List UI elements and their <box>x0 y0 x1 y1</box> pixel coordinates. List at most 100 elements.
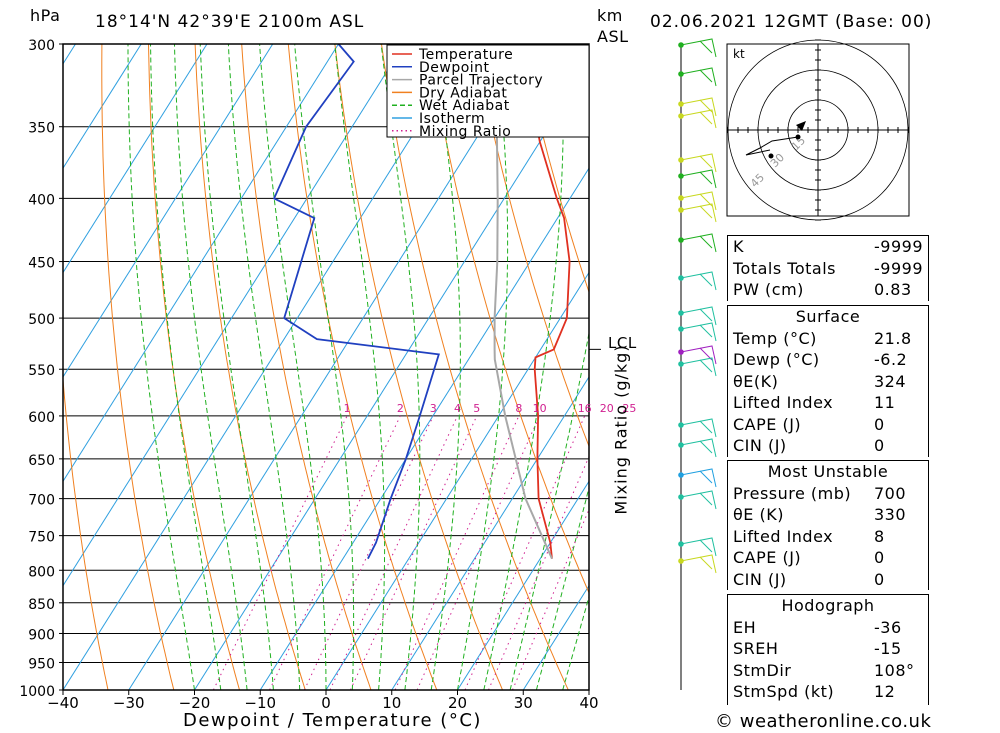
wind-barb <box>680 233 717 253</box>
parcel-trajectory-line <box>493 44 553 560</box>
pressure-tick-label: 500 <box>28 312 55 328</box>
dry-adiabat <box>334 44 503 690</box>
wind-barb-feather <box>699 155 713 169</box>
index-key: Dewp (°C) <box>733 350 820 369</box>
wet-adiabat <box>199 44 274 690</box>
wind-profile <box>678 38 717 690</box>
wet-adiabat <box>509 330 589 690</box>
isotherm-line <box>391 375 589 690</box>
temp-tick-label: 40 <box>579 694 598 712</box>
wind-barb-feather <box>699 470 713 484</box>
wet-adiabat <box>174 44 248 690</box>
index-value: 21.8 <box>874 328 912 348</box>
wind-barb-feather <box>699 205 713 219</box>
wind-barb <box>680 537 717 557</box>
wind-barb <box>680 322 717 342</box>
pressure-tick-label: 900 <box>28 627 55 643</box>
wet-adiabat <box>127 44 195 690</box>
index-row: CIN (J) 0 <box>728 435 928 457</box>
pressure-tick-label: 700 <box>28 493 55 509</box>
pressure-tick-label: 450 <box>28 256 55 272</box>
index-value: -9999 <box>874 237 923 256</box>
mixing-ratio-line <box>488 455 589 690</box>
wet-adiabat <box>535 485 589 690</box>
dry-adiabat <box>194 44 306 690</box>
index-key: EH <box>733 617 757 637</box>
wind-barb <box>680 97 717 117</box>
legend-label: Isotherm <box>419 111 485 127</box>
dry-adiabat <box>941 44 1000 690</box>
mixing-ratio-label: 1 <box>344 402 351 415</box>
temp-tick-label: 10 <box>382 694 401 712</box>
index-row: θE (K) 330 <box>728 504 928 526</box>
index-value: -6.2 <box>874 350 908 369</box>
isotherm-line <box>63 44 471 690</box>
index-key: θE (K) <box>733 505 784 524</box>
index-key: θE(K) <box>733 371 779 391</box>
wind-barb <box>680 345 717 365</box>
pressure-tick-label: 750 <box>28 530 55 546</box>
storm-motion-arrow <box>796 121 806 131</box>
wind-barb-feather <box>699 308 713 322</box>
wind-barb-feather <box>699 556 713 570</box>
dry-adiabat <box>427 44 589 594</box>
index-row: CAPE (J) 0 <box>728 414 928 436</box>
dry-adiabat <box>63 374 109 690</box>
index-value: -15 <box>874 639 902 658</box>
index-row: SREH -15 <box>728 638 928 660</box>
legend-label: Parcel Trajectory <box>419 73 543 89</box>
index-key: Temp (°C) <box>733 328 817 348</box>
index-row: Dewp (°C) -6.2 <box>728 349 928 371</box>
wind-barb-feather <box>699 69 713 83</box>
index-key: CIN (J) <box>733 436 787 455</box>
index-key: Pressure (mb) <box>733 483 852 503</box>
location-title: 18°14'N 42°39'E 2100m ASL <box>95 12 365 32</box>
wind-barb <box>680 554 717 574</box>
index-value: 0 <box>874 436 885 455</box>
index-value: 324 <box>874 371 907 391</box>
asl-unit-label: ASL <box>597 27 629 46</box>
wind-barb-feather <box>699 324 713 338</box>
isotherm-line <box>259 167 589 690</box>
lcl-label: LCL <box>608 334 637 352</box>
wind-barb <box>680 109 717 129</box>
hodograph-table: Hodograph EH -36 SREH -15 StmDir 108° StmSpd (… <box>727 594 929 705</box>
mixing-ratio-label: 2 <box>397 402 404 415</box>
isotherm-line <box>63 44 208 274</box>
index-row: Lifted Index 8 <box>728 526 928 548</box>
index-value: 700 <box>874 483 907 503</box>
index-key: PW (cm) <box>733 280 804 299</box>
wind-barb-feather <box>699 111 713 125</box>
wet-adiabat <box>294 44 355 690</box>
index-value: -9999 <box>874 258 923 278</box>
wind-barb <box>680 357 717 377</box>
wind-barb <box>680 203 717 223</box>
hpa-unit-label: hPa <box>30 6 61 25</box>
wind-barb-feather <box>699 539 713 553</box>
wet-adiabat <box>150 44 222 690</box>
plot-frame <box>62 43 590 691</box>
wind-barb-feather <box>699 420 713 434</box>
wind-barb <box>680 490 717 510</box>
temperature-line <box>521 44 571 559</box>
wet-adiabat <box>334 44 386 690</box>
x-axis-title: Dewpoint / Temperature (°C) <box>183 710 482 731</box>
isotherm-line <box>0 44 10 690</box>
wind-barb-feather <box>699 235 713 249</box>
km-unit-label: km <box>597 6 623 25</box>
index-row: Pressure (mb) 700 <box>728 483 928 505</box>
temp-tick-label: −20 <box>179 694 211 712</box>
index-value: 330 <box>874 505 907 524</box>
index-row: StmDir 108° <box>728 660 928 682</box>
mixing-ratio-line <box>464 415 586 690</box>
index-key: CIN (J) <box>733 569 787 589</box>
index-key: Lifted Index <box>733 526 834 546</box>
wind-barb-feather <box>699 359 713 373</box>
mixing-ratio-label: 10 <box>533 402 547 415</box>
pressure-tick-label: 350 <box>28 121 55 137</box>
index-key: CAPE (J) <box>733 414 802 434</box>
wind-barb <box>680 191 717 211</box>
dry-adiabat <box>101 44 175 690</box>
